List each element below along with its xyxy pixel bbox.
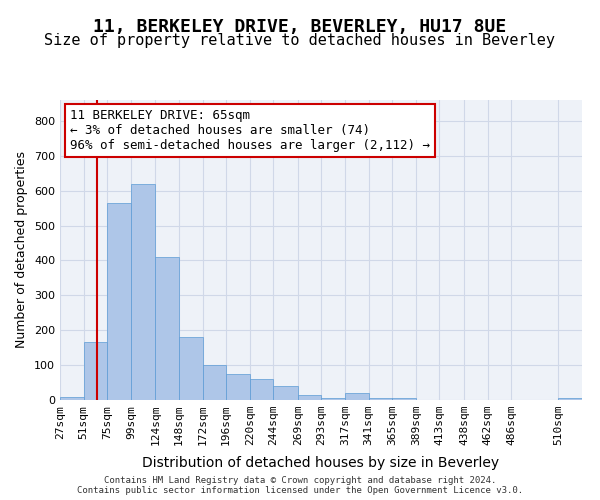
Bar bbox=[226, 374, 250, 400]
Bar bbox=[250, 379, 274, 400]
Bar bbox=[203, 365, 226, 400]
Bar bbox=[131, 184, 155, 400]
Y-axis label: Number of detached properties: Number of detached properties bbox=[16, 152, 28, 348]
Bar bbox=[274, 386, 298, 400]
Bar bbox=[392, 398, 416, 400]
X-axis label: Distribution of detached houses by size in Beverley: Distribution of detached houses by size … bbox=[142, 456, 500, 470]
Bar bbox=[322, 398, 345, 400]
Bar bbox=[60, 396, 83, 400]
Bar bbox=[298, 395, 322, 400]
Bar bbox=[107, 203, 131, 400]
Text: Contains HM Land Registry data © Crown copyright and database right 2024.
Contai: Contains HM Land Registry data © Crown c… bbox=[77, 476, 523, 495]
Bar bbox=[559, 398, 582, 400]
Bar bbox=[368, 398, 392, 400]
Bar bbox=[155, 257, 179, 400]
Bar bbox=[179, 337, 203, 400]
Bar bbox=[83, 342, 107, 400]
Text: 11, BERKELEY DRIVE, BEVERLEY, HU17 8UE: 11, BERKELEY DRIVE, BEVERLEY, HU17 8UE bbox=[94, 18, 506, 36]
Bar bbox=[345, 393, 368, 400]
Text: 11 BERKELEY DRIVE: 65sqm
← 3% of detached houses are smaller (74)
96% of semi-de: 11 BERKELEY DRIVE: 65sqm ← 3% of detache… bbox=[70, 109, 430, 152]
Text: Size of property relative to detached houses in Beverley: Size of property relative to detached ho… bbox=[44, 32, 556, 48]
